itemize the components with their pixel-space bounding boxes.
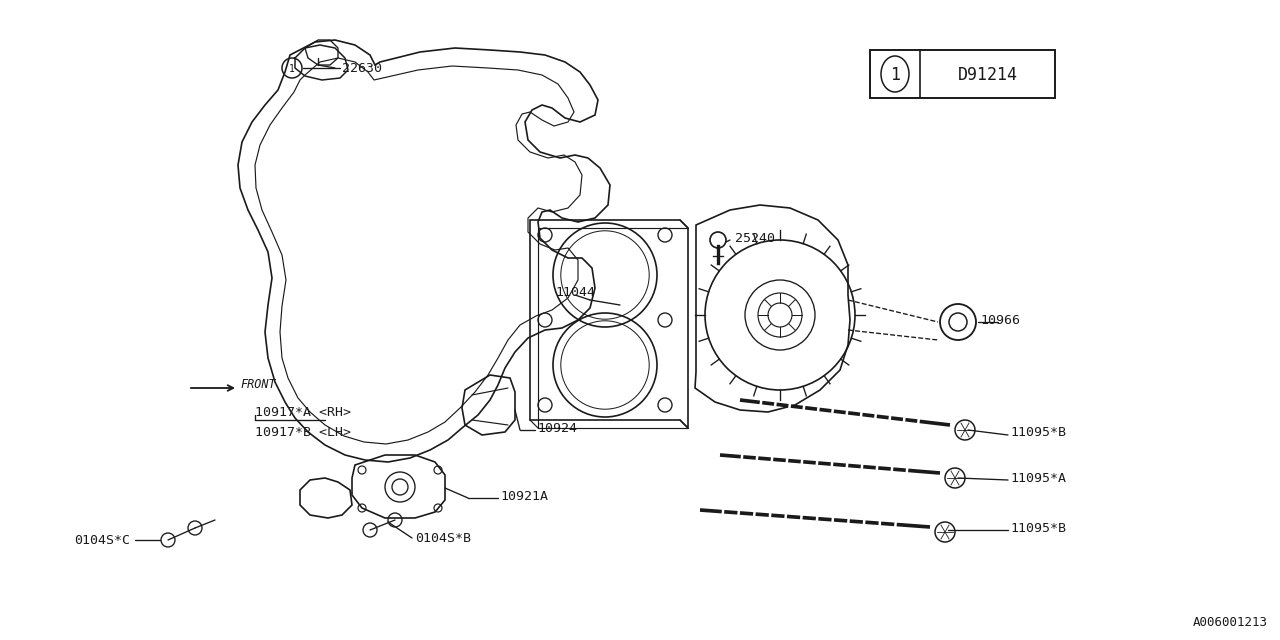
Text: 1: 1: [890, 66, 900, 84]
Text: 11095*A: 11095*A: [1010, 472, 1066, 486]
Text: 10917*B <LH>: 10917*B <LH>: [255, 426, 351, 438]
Text: FRONT: FRONT: [241, 378, 275, 392]
Bar: [870, 50, 1055, 98]
Text: D91214: D91214: [957, 66, 1018, 84]
Circle shape: [945, 468, 965, 488]
Text: 10917*A <RH>: 10917*A <RH>: [255, 406, 351, 419]
Text: 1: 1: [289, 64, 294, 74]
Text: 25240: 25240: [735, 232, 774, 244]
Text: 10924: 10924: [538, 422, 577, 435]
Text: 11044: 11044: [556, 287, 595, 300]
Circle shape: [934, 522, 955, 542]
Text: 10966: 10966: [980, 314, 1020, 326]
Text: 11095*B: 11095*B: [1010, 426, 1066, 440]
Text: 0104S*C: 0104S*C: [74, 534, 131, 547]
Text: A006001213: A006001213: [1193, 616, 1268, 628]
Text: 11095*B: 11095*B: [1010, 522, 1066, 534]
Text: 10921A: 10921A: [500, 490, 548, 504]
Text: 22630: 22630: [342, 61, 381, 74]
Text: 0104S*B: 0104S*B: [415, 531, 471, 545]
Circle shape: [955, 420, 975, 440]
